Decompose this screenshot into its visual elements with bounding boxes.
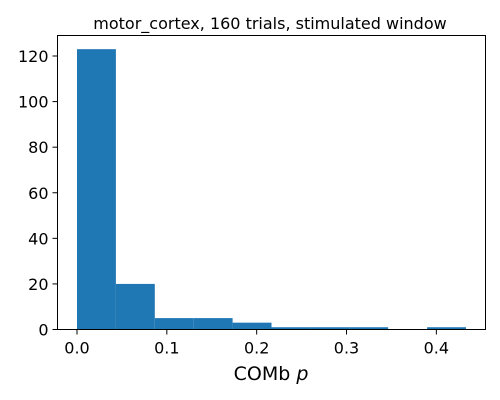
histogram-bar-7: [349, 327, 389, 330]
y-tick-label: 100: [18, 93, 49, 112]
y-tick-label: 80: [28, 138, 48, 157]
plot-frame: [57, 35, 486, 330]
y-tick-label: 20: [28, 275, 48, 294]
x-tick-label: 0.2: [244, 339, 269, 358]
chart-title: motor_cortex, 160 trials, stimulated win…: [93, 14, 446, 34]
y-tick-label: 60: [28, 184, 48, 203]
x-axis-label: COMb p: [234, 363, 309, 385]
x-axis-label-var: p: [295, 363, 308, 385]
x-axis-ticks: 0.0 0.1 0.2 0.3 0.4: [64, 329, 449, 358]
bars-group: [76, 49, 467, 330]
y-tick-label: 40: [28, 229, 48, 248]
x-tick-label: 0.1: [154, 339, 179, 358]
histogram-bar-4: [232, 322, 272, 330]
histogram-bar-1: [115, 283, 155, 330]
y-tick-label: 0: [38, 321, 48, 340]
histogram-bar-9: [427, 327, 467, 330]
y-tick-label: 120: [18, 47, 49, 66]
histogram-bar-6: [310, 327, 350, 330]
histogram-bar-0: [76, 49, 116, 330]
x-tick-label: 0.4: [424, 339, 449, 358]
histogram-bar-3: [193, 318, 233, 330]
histogram-bar-2: [154, 318, 194, 330]
x-tick-label: 0.3: [334, 339, 359, 358]
histogram-bar-5: [271, 327, 311, 330]
y-axis-ticks: 0 20 40 60 80 100 120: [18, 47, 58, 340]
x-axis-label-text: COMb: [234, 363, 291, 385]
x-tick-label: 0.0: [64, 339, 89, 358]
